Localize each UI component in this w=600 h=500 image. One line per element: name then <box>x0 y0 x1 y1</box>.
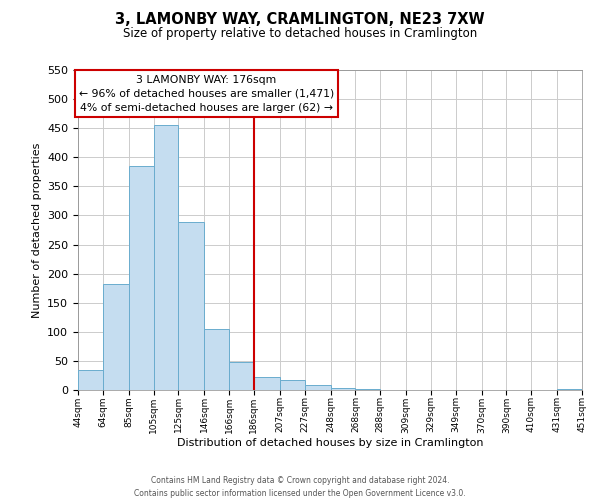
Bar <box>78 370 103 390</box>
Bar <box>103 284 129 390</box>
X-axis label: Distribution of detached houses by size in Cramlington: Distribution of detached houses by size … <box>177 438 483 448</box>
Text: 3 LAMONBY WAY: 176sqm
← 96% of detached houses are smaller (1,471)
4% of semi-de: 3 LAMONBY WAY: 176sqm ← 96% of detached … <box>79 75 334 113</box>
Bar <box>154 126 178 390</box>
Bar <box>254 377 280 390</box>
Text: Size of property relative to detached houses in Cramlington: Size of property relative to detached ho… <box>123 28 477 40</box>
Text: 3, LAMONBY WAY, CRAMLINGTON, NE23 7XW: 3, LAMONBY WAY, CRAMLINGTON, NE23 7XW <box>115 12 485 28</box>
Bar <box>305 386 331 390</box>
Bar <box>205 329 229 390</box>
Bar <box>229 362 254 390</box>
Bar <box>178 222 205 390</box>
Bar <box>331 388 355 390</box>
Bar <box>280 380 305 390</box>
Text: Contains HM Land Registry data © Crown copyright and database right 2024.
Contai: Contains HM Land Registry data © Crown c… <box>134 476 466 498</box>
Y-axis label: Number of detached properties: Number of detached properties <box>32 142 41 318</box>
Bar <box>129 166 154 390</box>
